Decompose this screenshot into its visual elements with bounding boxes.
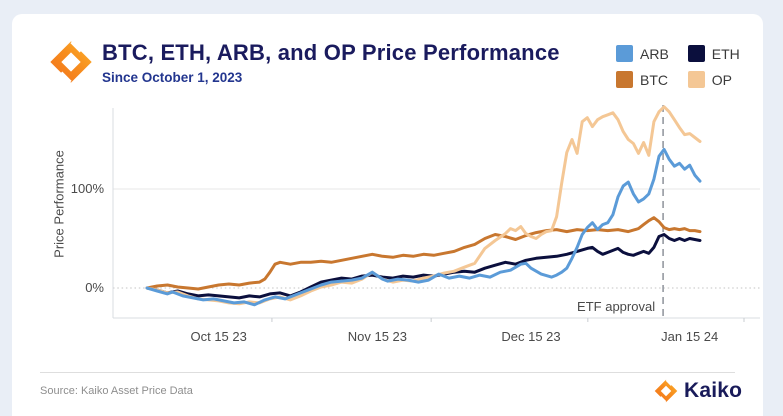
kaiko-footer-brand: Kaiko <box>654 379 742 403</box>
x-axis-tick-label: Oct 15 23 <box>190 329 247 344</box>
op-color-swatch-icon <box>687 71 705 88</box>
eth-color-swatch-icon <box>687 45 705 62</box>
x-axis-tick-label: Jan 15 24 <box>661 329 719 344</box>
legend-item-arb: ARB <box>616 45 669 62</box>
legend-label: OP <box>711 71 733 88</box>
btc-color-swatch-icon <box>616 71 633 88</box>
chart-legend: ARB ETH BTC OP <box>616 45 740 88</box>
legend-label: ARB <box>640 45 669 62</box>
etf-approval-annotation: ETF approval <box>577 299 656 314</box>
source-attribution: Source: Kaiko Asset Price Data <box>40 385 193 397</box>
footer-divider <box>40 372 735 373</box>
chart-header: BTC, ETH, ARB, and OP Price Performance … <box>102 40 560 85</box>
arb-color-swatch-icon <box>616 45 633 62</box>
y-axis-tick-label: 0% <box>85 280 104 295</box>
y-axis-tick-label: 100% <box>70 181 104 196</box>
x-axis-tick-label: Nov 15 23 <box>347 329 408 344</box>
x-axis-tick-label: Dec 15 23 <box>501 329 561 344</box>
legend-item-eth: ETH <box>687 45 740 62</box>
chart-card: BTC, ETH, ARB, and OP Price Performance … <box>12 14 763 416</box>
chart-subtitle: Since October 1, 2023 <box>102 70 243 85</box>
kaiko-wordmark: Kaiko <box>684 379 743 402</box>
y-axis-title: Price Performance <box>51 150 67 258</box>
kaiko-logo-icon <box>49 40 93 84</box>
legend-label: ETH <box>711 45 740 62</box>
kaiko-diamond-icon <box>654 379 678 403</box>
legend-label: BTC <box>640 71 668 88</box>
legend-item-btc: BTC <box>616 71 669 88</box>
kaiko-diamond-icon <box>50 40 92 84</box>
chart-title: BTC, ETH, ARB, and OP Price Performance <box>102 40 560 65</box>
legend-item-op: OP <box>687 71 740 88</box>
